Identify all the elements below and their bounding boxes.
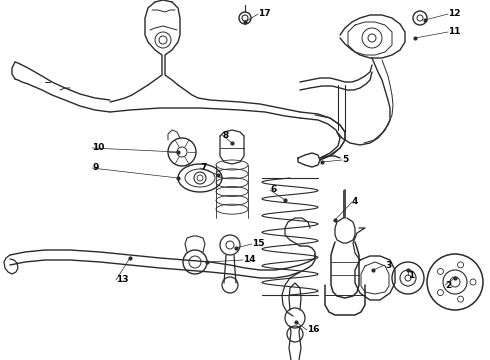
Text: 16: 16 <box>307 325 319 334</box>
Text: 12: 12 <box>448 9 461 18</box>
Text: 10: 10 <box>92 144 104 153</box>
Text: 14: 14 <box>243 256 256 265</box>
Text: 17: 17 <box>258 9 270 18</box>
Text: 1: 1 <box>408 270 414 279</box>
Text: 6: 6 <box>270 185 276 194</box>
Text: 7: 7 <box>200 163 206 172</box>
Text: 4: 4 <box>352 198 358 207</box>
Text: 3: 3 <box>385 261 391 270</box>
Text: 11: 11 <box>448 27 461 36</box>
Text: 2: 2 <box>445 280 451 289</box>
Text: 9: 9 <box>92 163 98 172</box>
Text: 13: 13 <box>116 275 128 284</box>
Text: 5: 5 <box>342 156 348 165</box>
Text: 8: 8 <box>222 130 228 139</box>
Text: 15: 15 <box>252 239 265 248</box>
